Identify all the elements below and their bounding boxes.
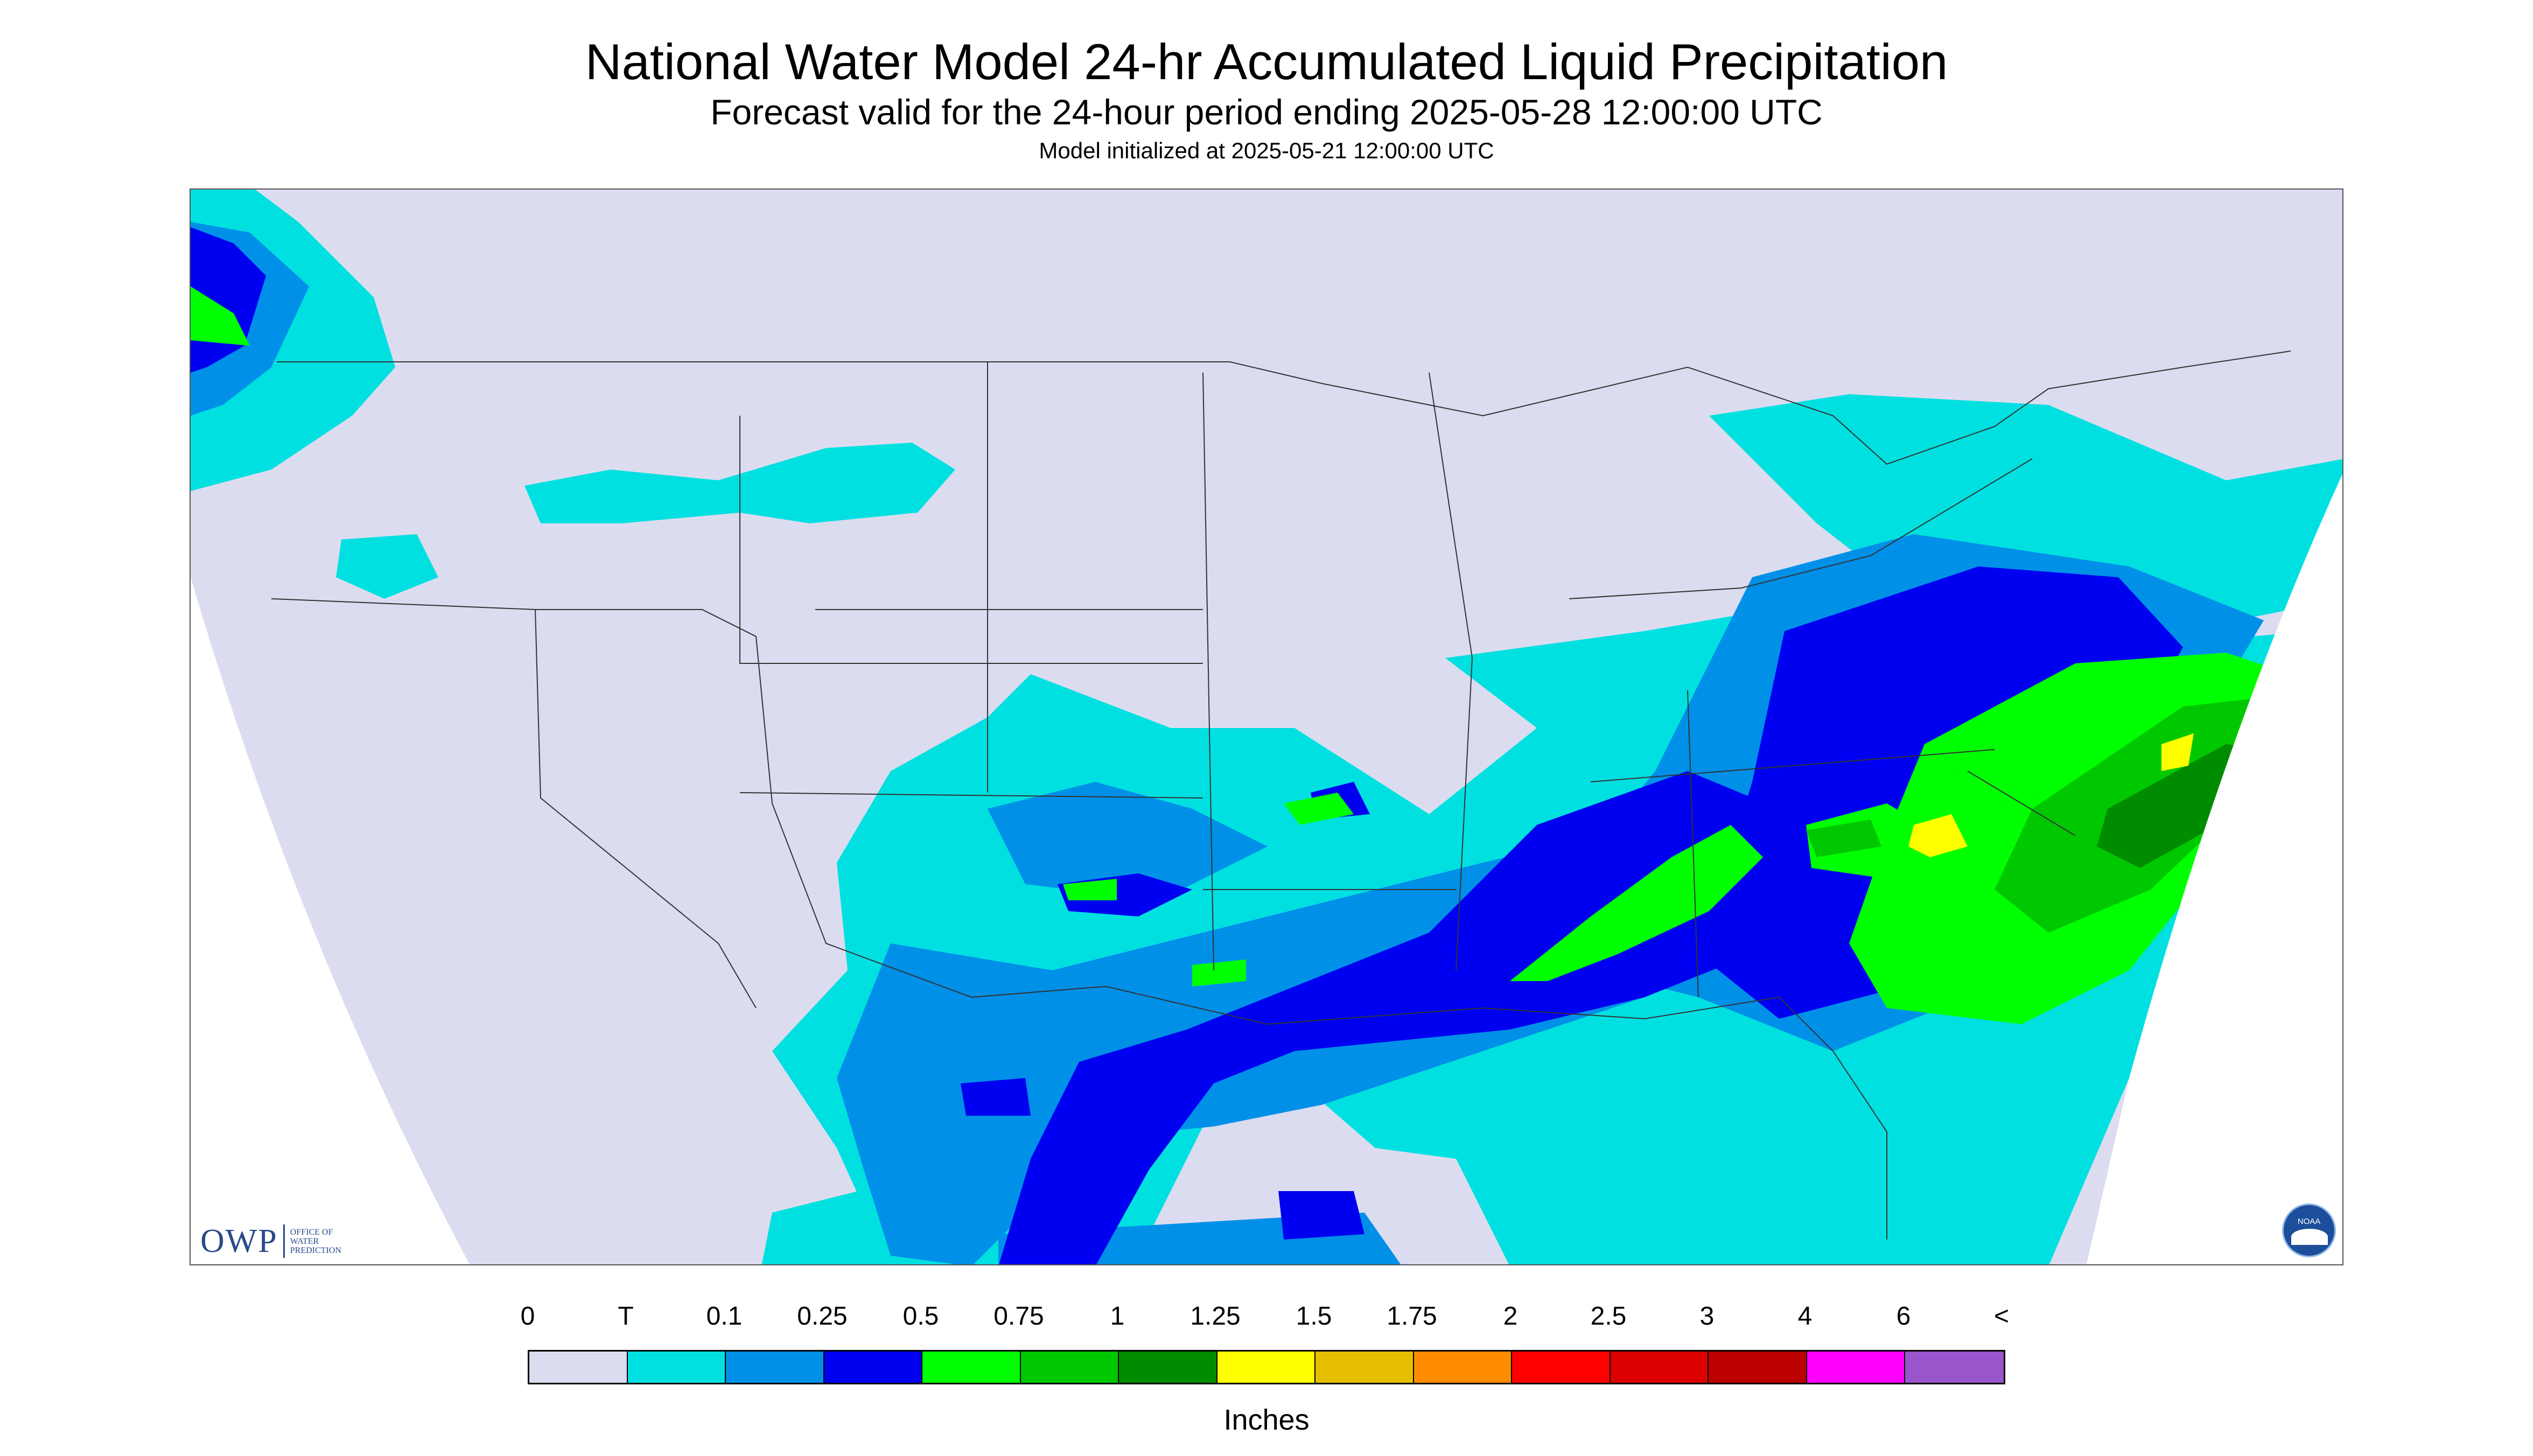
legend-label: 0.75 [993, 1302, 1044, 1331]
legend-swatch [1512, 1352, 1611, 1383]
legend-label: 1.25 [1190, 1302, 1241, 1331]
legend-swatch [1414, 1352, 1512, 1383]
owp-logo-line: WATER [290, 1236, 319, 1246]
legend-swatch [1610, 1352, 1709, 1383]
legend-label: 1 [1110, 1302, 1125, 1331]
legend-swatch [627, 1352, 726, 1383]
model-init-time: Model initialized at 2025-05-21 12:00:00… [1039, 138, 1494, 163]
legend-swatch [1217, 1352, 1316, 1383]
boundary-lines [271, 351, 2291, 1240]
legend-labels: 0 T 0.1 0.25 0.5 0.75 1 1.25 1.5 1.75 2 … [501, 1300, 2062, 1338]
owp-logo-divider [283, 1224, 285, 1258]
owp-logo-line: OFFICE OF [290, 1227, 333, 1237]
legend-label: T [618, 1302, 634, 1331]
map-subtitle: Forecast valid for the 24-hour period en… [710, 92, 1823, 132]
legend-label: 3 [1699, 1302, 1715, 1331]
legend-swatch [1905, 1352, 2004, 1383]
legend-label: 2 [1503, 1302, 1518, 1331]
noaa-logo-text: NOAA [2297, 1217, 2321, 1226]
legend-swatch [1316, 1352, 1414, 1383]
legend-units: Inches [1223, 1404, 1310, 1436]
legend-label: 6 [1896, 1302, 1911, 1331]
legend-swatch [529, 1352, 628, 1383]
legend-label: 4 [1797, 1302, 1813, 1331]
legend-label: 2.5 [1590, 1302, 1627, 1331]
legend-swatch [824, 1352, 922, 1383]
legend-swatch [726, 1352, 824, 1383]
legend-label: 0.25 [797, 1302, 848, 1331]
owp-logo-line: PREDICTION [290, 1245, 341, 1255]
legend-swatch [1807, 1352, 1905, 1383]
legend-color-bar [528, 1350, 2005, 1384]
precipitation-map [190, 188, 2343, 1265]
owp-logo-mark: OWP [200, 1222, 278, 1259]
legend-label: 0.5 [902, 1302, 939, 1331]
map-canvas [191, 190, 2342, 1264]
precip-1-25-layer [1908, 733, 2194, 857]
legend-label: 0 [520, 1302, 535, 1331]
legend-label: 0.1 [706, 1302, 743, 1331]
map-title: National Water Model 24-hr Accumulated L… [585, 33, 1948, 90]
legend-label: 1.5 [1296, 1302, 1332, 1331]
legend-label: < [1993, 1302, 2010, 1331]
map-outside-left [191, 577, 470, 1264]
owp-logo: OWP OFFICE OF WATER PREDICTION [200, 1222, 341, 1260]
legend-swatch [1709, 1352, 1807, 1383]
legend-label: 1.75 [1387, 1302, 1437, 1331]
legend-swatch [1020, 1352, 1119, 1383]
owp-logo-text: OFFICE OF WATER PREDICTION [290, 1228, 341, 1255]
map-outside-right [2086, 474, 2342, 1264]
legend-swatch [922, 1352, 1021, 1383]
legend-swatch [1119, 1352, 1217, 1383]
noaa-logo: NOAA [2282, 1203, 2336, 1257]
noaa-bird-icon [2291, 1229, 2328, 1245]
